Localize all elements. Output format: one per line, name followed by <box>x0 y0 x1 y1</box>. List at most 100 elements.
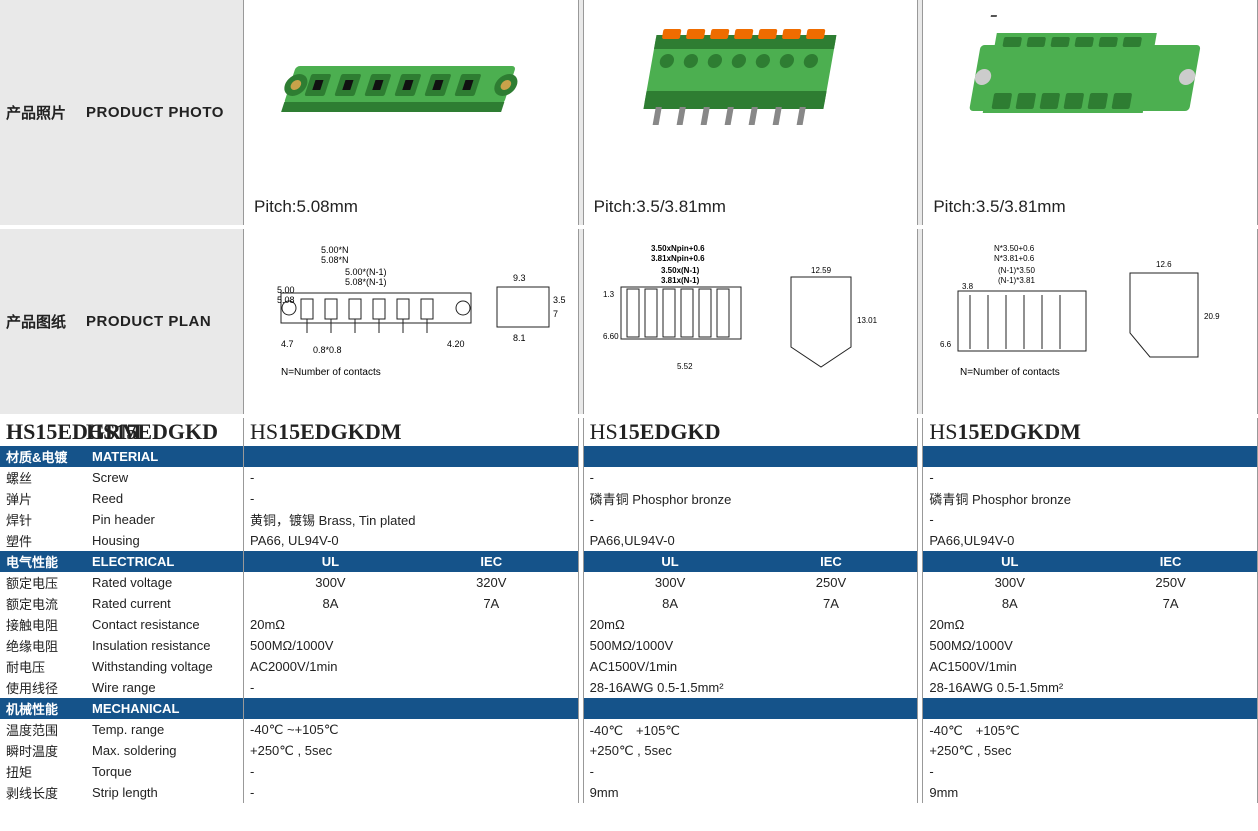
pin-val-0: 黄铜，镀锡 Brass, Tin plated <box>244 509 578 530</box>
svg-text:5.08: 5.08 <box>277 295 295 305</box>
svg-text:(N-1)*3.81: (N-1)*3.81 <box>998 276 1035 285</box>
pin-cn: 焊针 <box>6 510 92 529</box>
housing-cn: 塑件 <box>6 531 92 550</box>
solder-val-2: +250℃ , 5sec <box>923 740 1257 761</box>
strip-val-2: 9mm <box>923 782 1257 803</box>
ires-val-2: 500MΩ/1000V <box>923 635 1257 656</box>
svg-text:13.01: 13.01 <box>857 316 878 325</box>
rcurr-ul-2: 8A <box>929 596 1090 611</box>
temp-en: Temp. range <box>92 722 164 737</box>
rcurr-iec-0: 7A <box>411 596 572 611</box>
svg-text:5.52: 5.52 <box>677 362 693 371</box>
mech-cn: 机械性能 <box>6 699 92 718</box>
reed-en: Reed <box>92 491 123 506</box>
ires-val-1: 500MΩ/1000V <box>584 635 918 656</box>
svg-text:12.59: 12.59 <box>811 266 832 275</box>
screw-en: Screw <box>92 470 128 485</box>
temp-val-0: -40℃ ~+105℃ <box>244 719 578 740</box>
pin-val-2: - <box>923 509 1257 530</box>
svg-text:12.6: 12.6 <box>1156 260 1172 269</box>
pitch-text-1: Pitch:3.5/3.81mm <box>594 197 726 217</box>
iec-head-2: IEC <box>1090 554 1251 569</box>
screw-val-1: - <box>584 467 918 488</box>
product-plan-1: 3.50xNpin+0.6 3.81xNpin+0.6 3.50x(N-1) 3… <box>591 237 911 407</box>
svg-text:8.1: 8.1 <box>513 333 526 343</box>
reed-val-1: 磷青铜 Phosphor bronze <box>584 488 918 509</box>
cres-cn: 接触电阻 <box>6 615 92 634</box>
svg-text:3.50xNpin+0.6: 3.50xNpin+0.6 <box>651 244 705 253</box>
rvolt-ul-1: 300V <box>590 575 751 590</box>
svg-text:6.60: 6.60 <box>603 332 619 341</box>
svg-text:1.3: 1.3 <box>603 290 615 299</box>
svg-text:5.08*(N-1): 5.08*(N-1) <box>345 277 387 287</box>
plan-label-cn: 产品图纸 <box>6 311 86 332</box>
model-1: HS15EDGKD <box>584 418 918 446</box>
pin-en: Pin header <box>92 512 155 527</box>
wvolt-val-0: AC2000V/1min <box>244 656 578 677</box>
rvolt-iec-1: 250V <box>751 575 912 590</box>
svg-text:0.8*0.8: 0.8*0.8 <box>313 345 342 355</box>
torque-val-2: - <box>923 761 1257 782</box>
svg-text:N=Number of contacts: N=Number of contacts <box>960 367 1060 378</box>
torque-val-1: - <box>584 761 918 782</box>
product-plan-2: N*3.50+0.6N*3.81+0.6 (N-1)*3.50(N-1)*3.8… <box>930 237 1250 407</box>
torque-val-0: - <box>244 761 578 782</box>
ul-head-1: UL <box>590 554 751 569</box>
screw-val-0: - <box>244 467 578 488</box>
ires-cn: 绝缘电阻 <box>6 636 92 655</box>
svg-text:N*3.50+0.6: N*3.50+0.6 <box>994 244 1035 253</box>
product-photo-1 <box>626 15 876 165</box>
product-photo-2 <box>950 15 1230 165</box>
ires-en: Insulation resistance <box>92 638 211 653</box>
rvolt-en: Rated voltage <box>92 575 172 590</box>
reed-val-2: 磷青铜 Phosphor bronze <box>923 488 1257 509</box>
svg-text:6.6: 6.6 <box>940 340 952 349</box>
wvolt-val-2: AC1500V/1min <box>923 656 1257 677</box>
solder-val-0: +250℃ , 5sec <box>244 740 578 761</box>
photo-label-en: PRODUCT PHOTO <box>86 104 224 121</box>
solder-val-1: +250℃ , 5sec <box>584 740 918 761</box>
ul-head-2: UL <box>929 554 1090 569</box>
rvolt-iec-2: 250V <box>1090 575 1251 590</box>
pitch-text-0: Pitch:5.08mm <box>254 197 358 217</box>
svg-text:5.00*N: 5.00*N <box>321 245 349 255</box>
reed-cn: 弹片 <box>6 489 92 508</box>
model-0: HS15EDGKDM <box>244 418 578 446</box>
svg-text:3.5: 3.5 <box>553 295 566 305</box>
svg-text:20.9: 20.9 <box>1204 312 1220 321</box>
rvolt-ul-2: 300V <box>929 575 1090 590</box>
ires-val-0: 500MΩ/1000V <box>244 635 578 656</box>
material-cn: 材质&电镀 <box>6 447 92 466</box>
mech-en: MECHANICAL <box>92 701 179 716</box>
svg-text:5.00*(N-1): 5.00*(N-1) <box>345 267 387 277</box>
svg-text:3.8: 3.8 <box>962 282 974 291</box>
svg-text:(N-1)*3.50: (N-1)*3.50 <box>998 266 1035 275</box>
svg-text:7: 7 <box>553 309 558 319</box>
housing-val-2: PA66,UL94V-0 <box>923 530 1257 551</box>
wire-en: Wire range <box>92 680 156 695</box>
svg-text:N*3.81+0.6: N*3.81+0.6 <box>994 254 1035 263</box>
svg-text:3.81xNpin+0.6: 3.81xNpin+0.6 <box>651 254 705 263</box>
rvolt-ul-0: 300V <box>250 575 411 590</box>
torque-en: Torque <box>92 764 132 779</box>
svg-text:3.50x(N-1): 3.50x(N-1) <box>661 266 700 275</box>
strip-cn: 剥线长度 <box>6 783 92 802</box>
iec-head-1: IEC <box>751 554 912 569</box>
elec-cn: 电气性能 <box>6 552 92 571</box>
product-plan-0: 5.00*N5.08*N 5.00*(N-1)5.08*(N-1) 5.005.… <box>251 237 571 407</box>
strip-val-0: - <box>244 782 578 803</box>
temp-val-1: -40℃ +105℃ <box>584 719 918 740</box>
wire-cn: 使用线径 <box>6 678 92 697</box>
solder-cn: 瞬时温度 <box>6 741 92 760</box>
torque-cn: 扭矩 <box>6 762 92 781</box>
wvolt-val-1: AC1500V/1min <box>584 656 918 677</box>
rcurr-ul-0: 8A <box>250 596 411 611</box>
photo-label-cn: 产品照片 <box>6 102 86 123</box>
wire-val-1: 28-16AWG 0.5-1.5mm² <box>584 677 918 698</box>
wire-val-0: - <box>244 677 578 698</box>
pitch-text-2: Pitch:3.5/3.81mm <box>933 197 1065 217</box>
wire-val-2: 28-16AWG 0.5-1.5mm² <box>923 677 1257 698</box>
wvolt-en: Withstanding voltage <box>92 659 213 674</box>
svg-text:4.7: 4.7 <box>281 339 294 349</box>
svg-text:N=Number of contacts: N=Number of contacts <box>281 367 381 378</box>
